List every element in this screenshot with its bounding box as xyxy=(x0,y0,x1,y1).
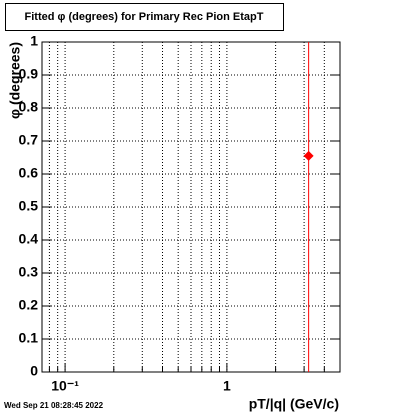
y-tick-label: 0 xyxy=(30,363,38,379)
y-tick-label: 0.5 xyxy=(19,198,39,214)
y-tick-label: 0.4 xyxy=(19,231,39,247)
chart-title: Fitted φ (degrees) for Primary Rec Pion … xyxy=(25,11,264,23)
x-tick-label: 10⁻¹ xyxy=(51,378,79,394)
y-axis-title: φ (degrees) xyxy=(7,42,23,119)
y-tick-label: 0.6 xyxy=(19,165,39,181)
footer: Wed Sep 21 08:28:45 2022 xyxy=(4,401,104,410)
x-tick-label: 1 xyxy=(223,378,231,394)
data-point xyxy=(303,150,314,161)
plot-frame xyxy=(41,41,341,373)
y-tick-label: 0.1 xyxy=(19,330,39,346)
y-tick-label: 0.2 xyxy=(19,297,39,313)
y-tick-label: 1 xyxy=(30,33,38,49)
y-tick-label: 0.7 xyxy=(19,132,39,148)
title-box xyxy=(5,3,284,31)
y-tick-label: 0.8 xyxy=(19,99,39,115)
y-tick-label: 0.9 xyxy=(19,66,39,82)
x-axis-title: pT/|q| (GeV/c) xyxy=(249,396,339,412)
y-tick-label: 0.3 xyxy=(19,264,39,280)
